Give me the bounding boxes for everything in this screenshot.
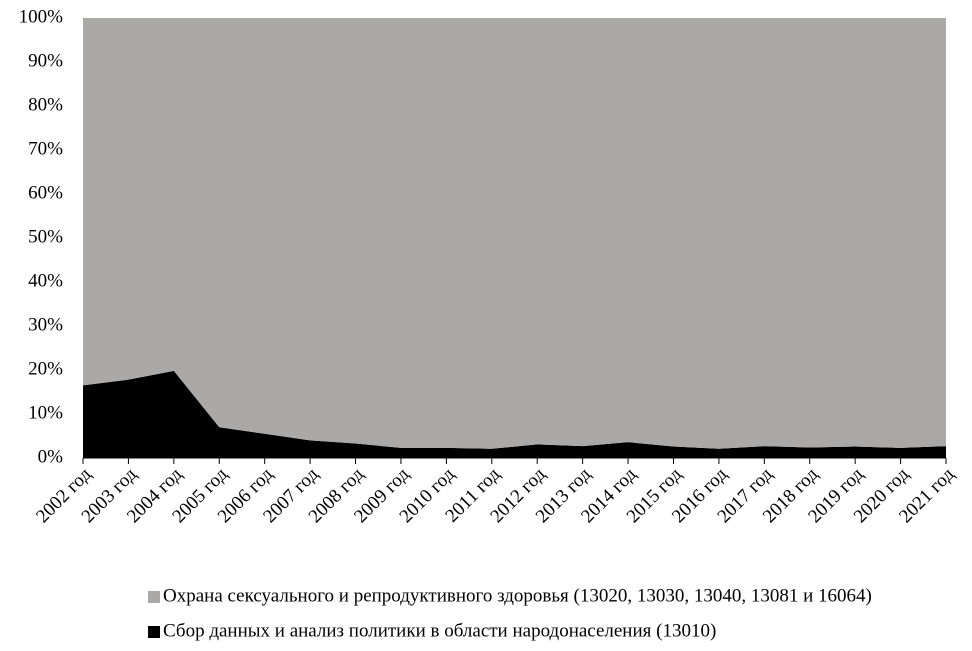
- y-tick-label: 100%: [19, 6, 64, 27]
- area: [83, 18, 946, 449]
- y-tick-label: 40%: [28, 270, 63, 291]
- y-tick-label: 20%: [28, 358, 63, 379]
- y-tick-label: 90%: [28, 50, 63, 71]
- y-tick-label: 80%: [28, 94, 63, 115]
- y-tick-label: 0%: [38, 446, 64, 467]
- y-tick-label: 10%: [28, 402, 63, 423]
- legend-swatch: [148, 591, 160, 603]
- legend-label: Охрана сексуального и репродуктивного зд…: [163, 585, 872, 606]
- y-tick-label: 50%: [28, 226, 63, 247]
- area: [83, 370, 946, 458]
- legend-label: Сбор данных и анализ политики в области …: [163, 620, 716, 641]
- y-tick-label: 60%: [28, 182, 63, 203]
- y-tick-label: 30%: [28, 314, 63, 335]
- legend-swatch: [148, 626, 160, 638]
- y-tick-label: 70%: [28, 138, 63, 159]
